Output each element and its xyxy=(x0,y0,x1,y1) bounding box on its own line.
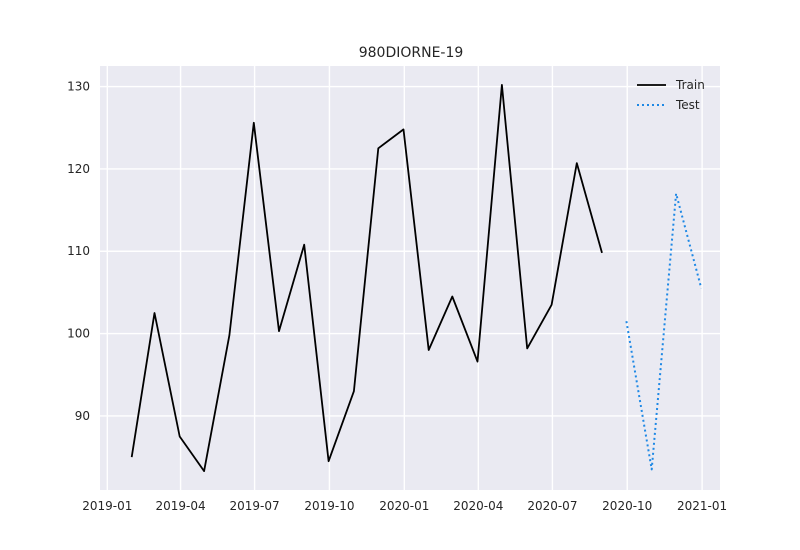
chart-title: 980DIORNE-19 xyxy=(359,45,464,61)
y-tick-label: 90 xyxy=(75,409,90,423)
series-layer xyxy=(130,84,703,473)
x-tick-label: 2019-10 xyxy=(304,499,354,513)
series-line-test xyxy=(625,192,703,471)
legend: Train Test xyxy=(637,78,705,112)
plot-area xyxy=(100,66,720,490)
y-tick-label: 100 xyxy=(67,327,90,341)
x-tick-label: 2020-04 xyxy=(453,499,503,513)
x-tick-label: 2019-07 xyxy=(230,499,280,513)
x-axis: 2019-01 2019-04 2019-07 2019-10 2020-01 2020-… xyxy=(82,499,727,513)
x-tick-label: 2020-10 xyxy=(602,499,652,513)
y-tick-label: 110 xyxy=(67,244,90,258)
x-tick-label: 2020-07 xyxy=(527,499,577,513)
y-tick-label: 130 xyxy=(67,80,90,94)
x-tick-label: 2019-04 xyxy=(155,499,205,513)
series-line-train xyxy=(130,84,603,473)
legend-label-train: Train xyxy=(675,78,705,92)
y-tick-label: 120 xyxy=(67,162,90,176)
x-tick-label: 2020-01 xyxy=(379,499,429,513)
y-axis: 90 100 110 120 130 xyxy=(67,80,90,423)
x-tick-label: 2019-01 xyxy=(82,499,132,513)
x-tick-label: 2021-01 xyxy=(677,499,727,513)
legend-label-test: Test xyxy=(675,98,700,112)
